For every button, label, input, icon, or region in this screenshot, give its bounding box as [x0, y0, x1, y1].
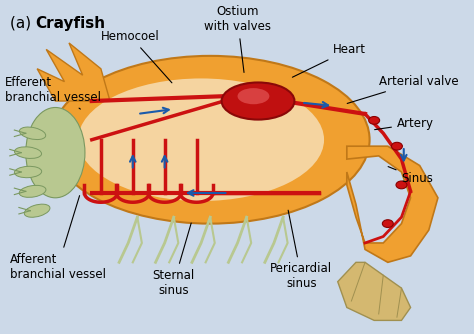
Ellipse shape [78, 78, 324, 201]
Text: Afferent
branchial vessel: Afferent branchial vessel [10, 196, 106, 281]
Ellipse shape [24, 204, 50, 217]
Text: Artery: Artery [374, 117, 434, 130]
Text: Heart: Heart [292, 43, 366, 77]
Ellipse shape [19, 127, 46, 140]
Text: (a): (a) [10, 16, 36, 30]
Ellipse shape [237, 88, 269, 104]
Text: Hemocoel: Hemocoel [101, 30, 172, 83]
Circle shape [392, 142, 402, 150]
Polygon shape [337, 262, 410, 320]
Text: Ostium
with valves: Ostium with valves [204, 5, 271, 72]
Ellipse shape [221, 82, 294, 120]
Ellipse shape [19, 185, 46, 197]
Text: Arterial valve: Arterial valve [347, 75, 458, 104]
Polygon shape [37, 43, 110, 101]
Ellipse shape [15, 147, 42, 158]
Circle shape [369, 117, 380, 124]
Text: Crayfish: Crayfish [35, 16, 105, 30]
Text: Sternal
sinus: Sternal sinus [153, 223, 195, 297]
Ellipse shape [26, 108, 85, 198]
Text: Pericardial
sinus: Pericardial sinus [270, 210, 332, 290]
Circle shape [396, 181, 407, 189]
Ellipse shape [14, 166, 42, 178]
Ellipse shape [51, 56, 370, 224]
Polygon shape [347, 146, 438, 262]
Circle shape [383, 220, 393, 227]
Text: Efferent
branchial vessel: Efferent branchial vessel [5, 76, 101, 109]
Text: Sinus: Sinus [388, 167, 433, 185]
